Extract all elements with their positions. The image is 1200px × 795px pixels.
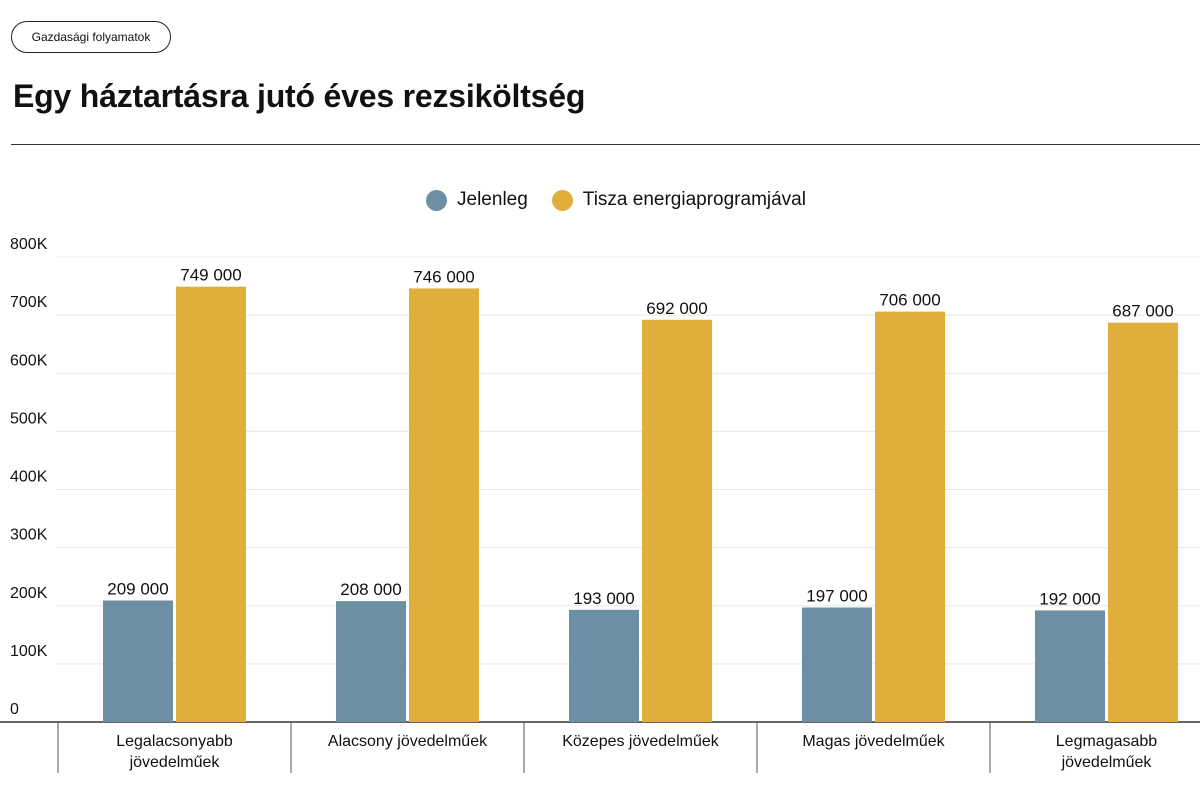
data-label: 193 000 bbox=[573, 589, 634, 608]
data-label: 192 000 bbox=[1039, 589, 1100, 608]
y-tick-label: 200K bbox=[10, 585, 48, 602]
y-tick-label: 0 bbox=[10, 701, 19, 718]
bar-jelenleg bbox=[569, 609, 639, 722]
y-tick-label: 100K bbox=[10, 643, 48, 660]
bar-jelenleg bbox=[802, 607, 872, 722]
legend-swatch-jelenleg bbox=[426, 189, 448, 211]
x-tick-label: Legalacsonyabb jövedelműek bbox=[116, 733, 233, 771]
legend-label-tisza: Tisza energiaprogramjával bbox=[582, 189, 806, 210]
bar-tisza bbox=[642, 319, 712, 722]
data-label: 749 000 bbox=[180, 266, 241, 285]
data-label: 706 000 bbox=[879, 291, 940, 310]
legend-item-tisza[interactable]: Tisza energiaprogramjával bbox=[551, 189, 806, 211]
y-tick-label: 800K bbox=[10, 236, 48, 253]
bar-tisza bbox=[1108, 322, 1178, 722]
category-tag-button[interactable]: Gazdasági folyamatok bbox=[11, 21, 171, 53]
y-tick-label: 300K bbox=[10, 527, 48, 544]
x-tick-label: Alacsony jövedelműek bbox=[328, 733, 488, 750]
data-label: 197 000 bbox=[806, 586, 867, 605]
y-tick-label: 600K bbox=[10, 352, 48, 369]
y-tick-label: 500K bbox=[10, 410, 48, 427]
data-label: 746 000 bbox=[413, 267, 474, 286]
chart-legend: Jelenleg Tisza energiaprogramjával bbox=[0, 186, 1200, 214]
title-divider bbox=[11, 144, 1200, 145]
bar-jelenleg bbox=[1035, 610, 1105, 722]
x-tick-label: Legmagasabb jövedelműek bbox=[1056, 733, 1158, 771]
data-label: 692 000 bbox=[646, 299, 707, 318]
x-tick-label: Magas jövedelműek bbox=[802, 733, 945, 750]
bar-tisza bbox=[176, 286, 246, 722]
data-label: 687 000 bbox=[1112, 302, 1173, 321]
legend-item-jelenleg[interactable]: Jelenleg bbox=[426, 189, 528, 211]
legend-swatch-tisza bbox=[551, 189, 573, 211]
x-tick-label: Közepes jövedelműek bbox=[562, 733, 720, 750]
bar-jelenleg bbox=[336, 601, 406, 722]
page-title: Egy háztartásra jutó éves rezsiköltség bbox=[13, 78, 586, 114]
legend-label-jelenleg: Jelenleg bbox=[457, 189, 528, 210]
y-tick-label: 700K bbox=[10, 294, 48, 311]
bar-jelenleg bbox=[103, 600, 173, 722]
data-label: 208 000 bbox=[340, 580, 401, 599]
bar-tisza bbox=[875, 311, 945, 722]
data-label: 209 000 bbox=[107, 580, 168, 599]
bar-tisza bbox=[409, 288, 479, 722]
y-tick-label: 400K bbox=[10, 469, 48, 486]
